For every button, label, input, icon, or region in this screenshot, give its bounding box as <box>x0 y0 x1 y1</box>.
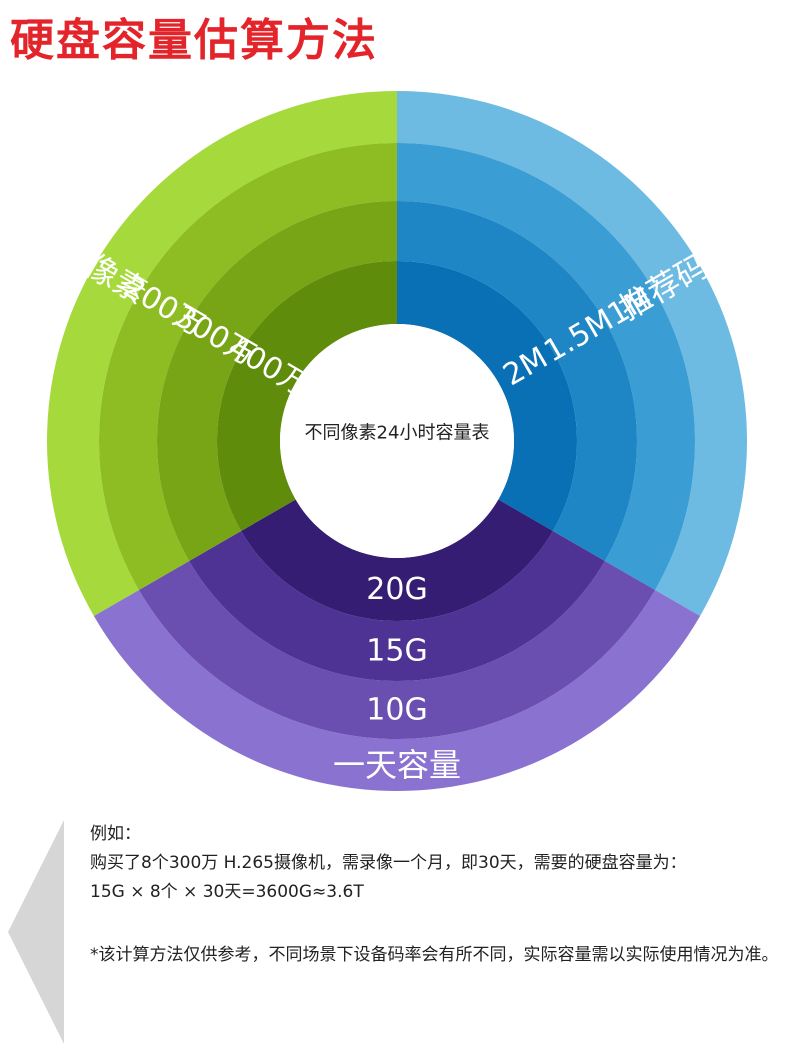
pixel-ring-3 <box>217 261 397 531</box>
example-line-2: 15G × 8个 × 30天=3600G≈3.6T <box>90 882 364 902</box>
disclaimer-text: *该计算方法仅供参考，不同场景下设备码率会有所不同，实际容量需以实际使用情况为准… <box>90 945 779 965</box>
capacity-ring-3 <box>241 499 553 621</box>
example-note: 例如： 购买了8个300万 H.265摄像机，需录像一个月，即30天，需要的硬盘… <box>90 820 780 970</box>
bitrate-ring-1 <box>397 143 695 590</box>
center-hole <box>280 324 514 558</box>
capacity-label-1: 10G <box>366 693 427 728</box>
pixel-ring-1 <box>98 143 397 590</box>
bitrate-ring-3 <box>397 261 577 531</box>
capacity-label-3: 20G <box>366 572 427 607</box>
capacity-ring-0 <box>93 590 701 791</box>
page-title: 硬盘容量估算方法 <box>10 15 378 66</box>
capacity-wheel-diagram: 推荐码率1M1.5M2M一天容量10G15G20G像素200万300万400万不… <box>47 91 747 791</box>
capacity-ring-2 <box>189 531 605 681</box>
capacity-label-0: 一天容量 <box>333 746 461 784</box>
left-arrow-icon <box>8 820 64 1044</box>
example-label: 例如： <box>90 824 141 844</box>
pixel-ring-0 <box>47 91 397 616</box>
bitrate-ring-0 <box>397 91 747 616</box>
capacity-ring-1 <box>138 561 656 739</box>
bitrate-ring-2 <box>397 201 637 561</box>
example-line-1: 购买了8个300万 H.265摄像机，需录像一个月，即30天，需要的硬盘容量为： <box>90 853 687 873</box>
center-label: 不同像素24小时容量表 <box>305 423 490 444</box>
capacity-label-2: 15G <box>366 634 427 669</box>
pixel-ring-2 <box>157 201 397 561</box>
